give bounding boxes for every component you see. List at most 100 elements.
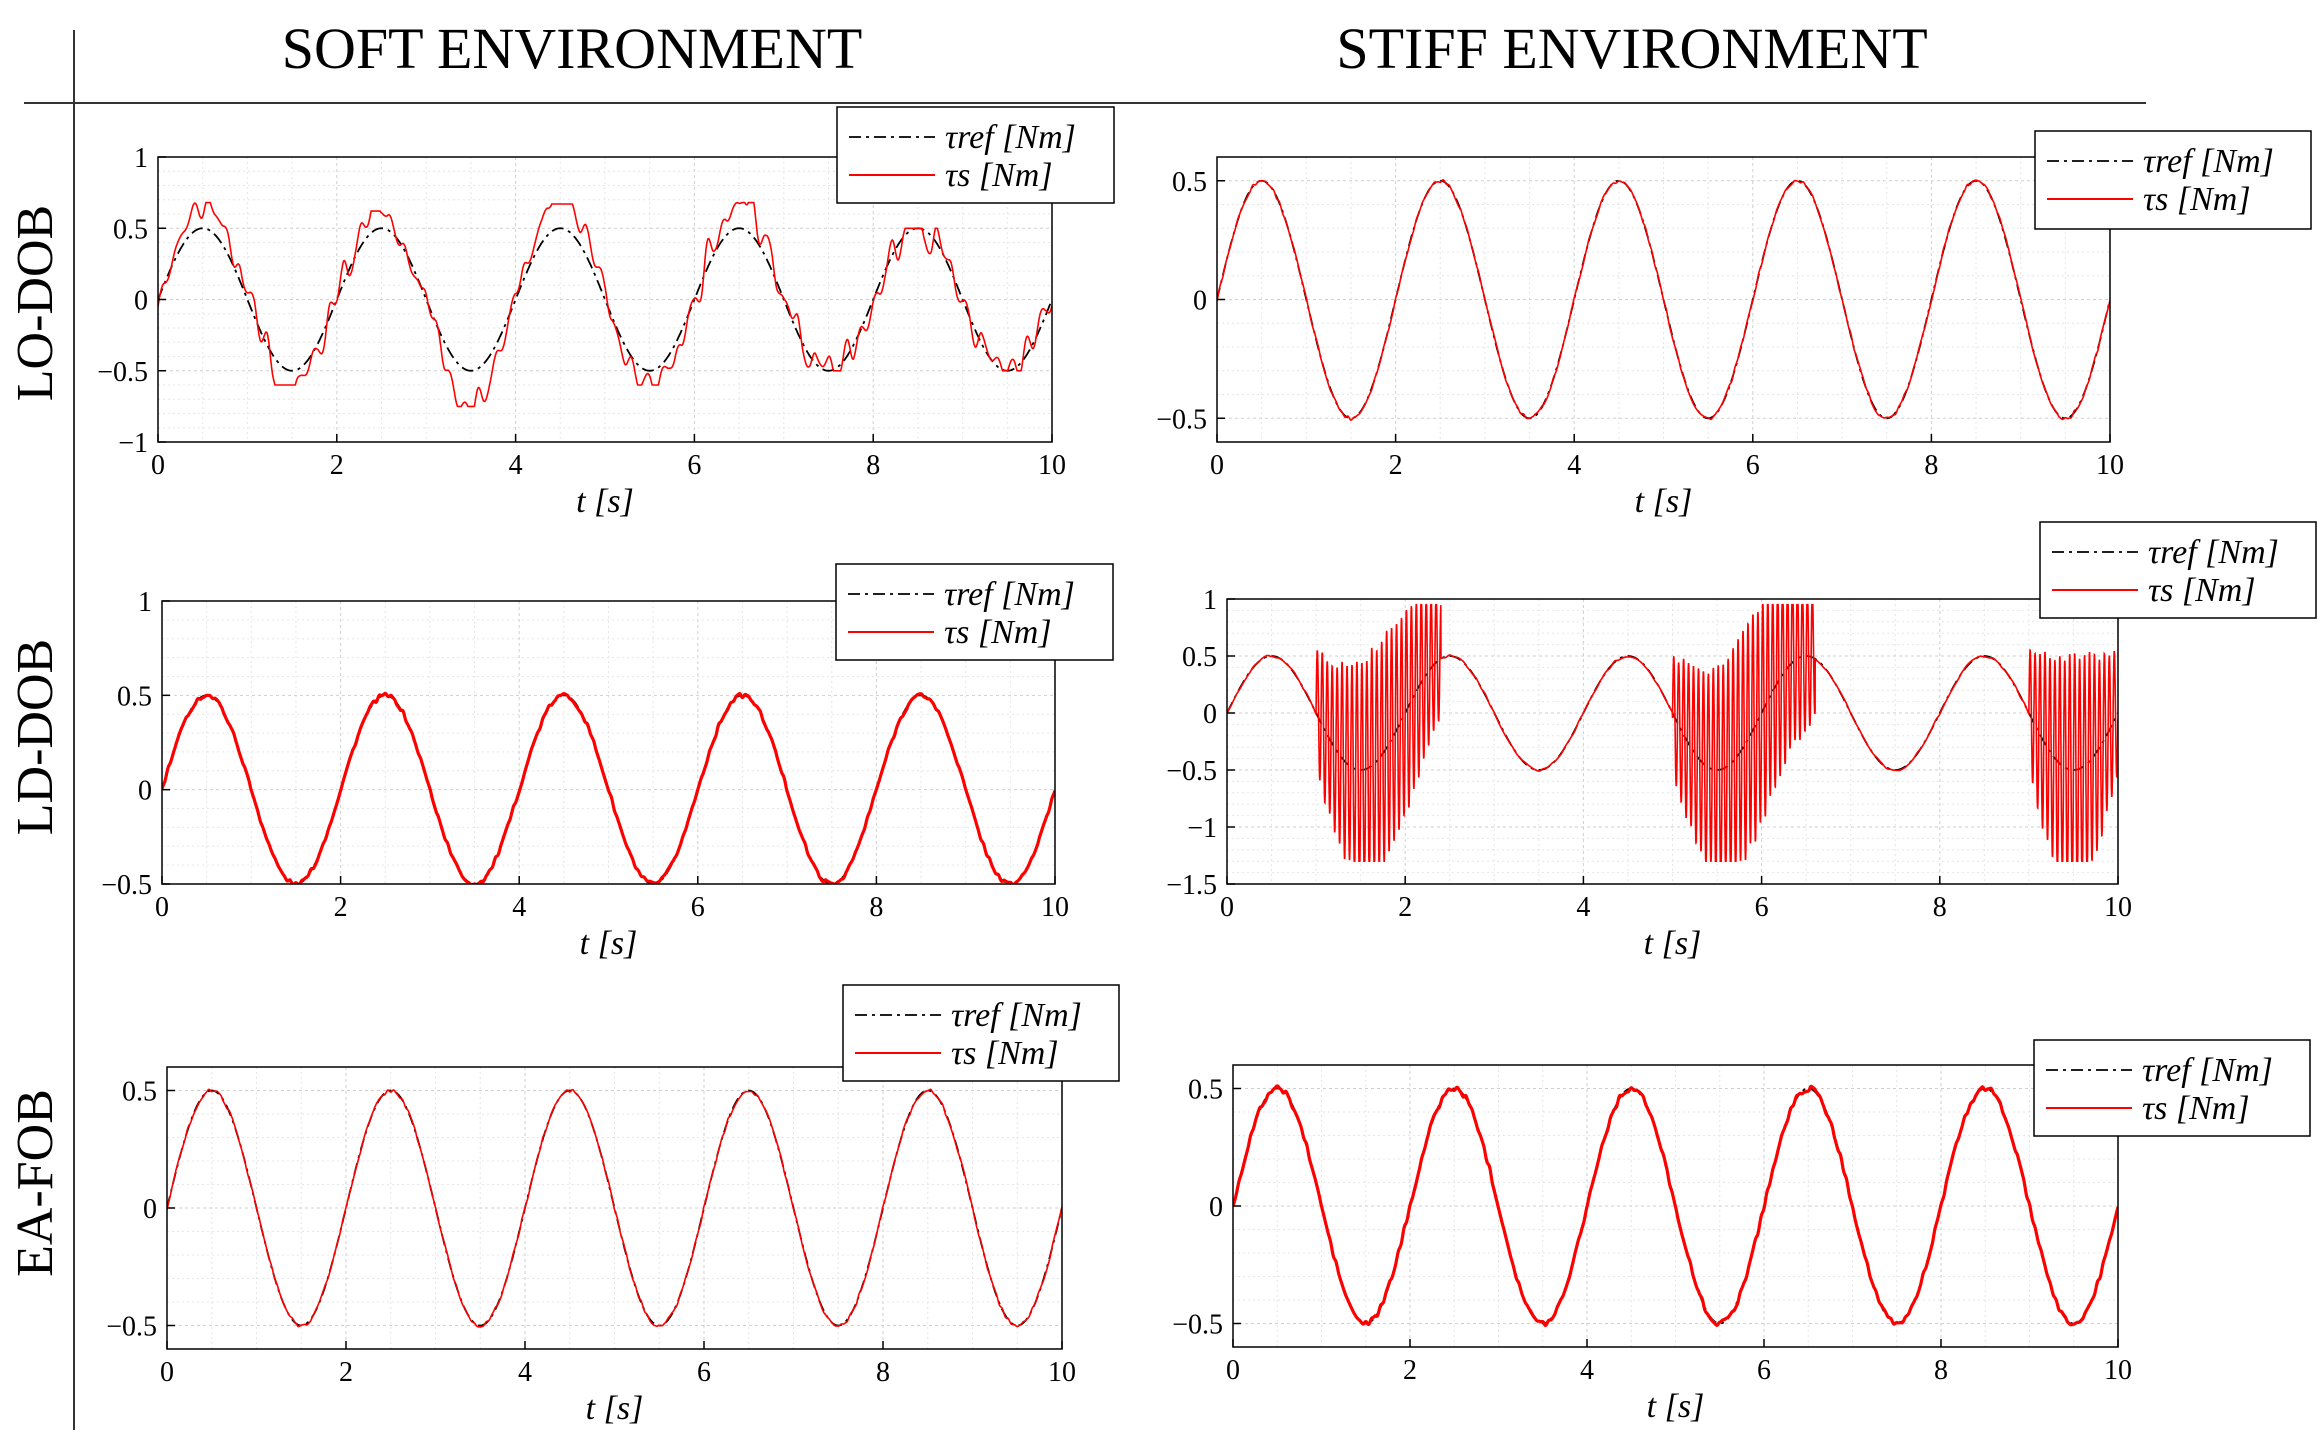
x-tick-label: 2 [1389,450,1403,481]
x-tick-label: 4 [1576,892,1590,923]
x-tick-label: 4 [509,450,523,481]
x-tick-label: 0 [1210,450,1224,481]
chart-panel: 0 2 4 6 8 10 −1.5 −1 −0.5 0 0.5 1 t [s] τref [Nm]τs [… [1166,521,2317,962]
x-tick-label: 4 [1567,450,1581,481]
y-tick-label: 0 [1209,1192,1223,1223]
series-line-measured [158,201,1052,408]
y-tick-label: −1 [1187,813,1217,844]
x-tick-label: 2 [334,892,348,923]
y-tick-label: 0.5 [1182,642,1217,673]
legend-label: τs [Nm] [951,1035,1059,1072]
y-tick-label: 1 [134,143,148,174]
legend-label: τs [Nm] [944,614,1052,651]
legend-box [2034,130,2312,230]
y-tick-label: 0 [1193,286,1207,317]
legend-label: τref [Nm] [944,576,1075,613]
chart-panel: 0 2 4 6 8 10−0.500.5t [s]τref [Nm]τs [Nm] [1172,1039,2311,1425]
x-tick-label: 4 [518,1357,532,1388]
x-axis-label: t [s] [580,925,638,962]
x-tick-label: 10 [1048,1357,1076,1388]
column-header-stiff: STIFF ENVIRONMENT [1336,16,1927,81]
legend-label: τs [Nm] [2148,572,2256,609]
chart-panel: 0 2 4 6 8 10−0.500.51t [s]τref [Nm]τs [Nm] [101,563,1114,962]
legend-box [2033,1039,2311,1137]
chart-panel: 0 2 4 6 8 10 −1 −0.5 0 0.5 1 t [s] τref [Nm]τs [Nm] [97,106,1115,520]
x-tick-label: 2 [1398,892,1412,923]
x-tick-label: 4 [512,892,526,923]
legend-label: τref [Nm] [2142,1052,2273,1089]
column-header-soft: SOFT ENVIRONMENT [282,16,863,81]
x-tick-label: 0 [1226,1355,1240,1386]
x-axis-label: t [s] [1635,483,1693,520]
x-axis-label: t [s] [1644,925,1702,962]
x-tick-label: 2 [330,450,344,481]
legend-box [835,563,1114,661]
y-tick-label: −1.5 [1166,870,1217,901]
chart-panels: 0 2 4 6 8 10−1−0.500.51t [s]τref [Nm]τs [Nm]0… [97,106,2317,1427]
series-line-measured [1217,178,2110,421]
x-tick-label: 0 [151,450,165,481]
y-tick-label: 0.5 [117,681,152,712]
y-tick-label: 0 [1203,699,1217,730]
legend-label: τs [Nm] [2143,181,2251,218]
x-tick-label: 2 [339,1357,353,1388]
y-tick-label: −0.5 [1172,1310,1223,1341]
y-tick-label: −0.5 [101,870,152,901]
x-tick-label: 0 [1220,892,1234,923]
y-tick-label: −0.5 [97,357,148,388]
x-tick-label: 10 [2096,450,2124,481]
x-axis-label: t [s] [1647,1388,1705,1425]
legend-label: τs [Nm] [2142,1090,2250,1127]
y-tick-label: 0 [138,776,152,807]
series-line-measured [1227,603,2118,862]
series-line-measured [162,691,1055,884]
x-tick-label: 10 [2104,1355,2132,1386]
x-tick-label: 10 [2104,892,2132,923]
y-tick-label: 0.5 [1172,167,1207,198]
y-tick-label: 0.5 [113,214,148,245]
x-tick-label: 10 [1041,892,1069,923]
legend-box [836,106,1115,204]
y-tick-label: 0 [134,286,148,317]
x-tick-label: 2 [1403,1355,1417,1386]
x-tick-label: 8 [869,892,883,923]
x-tick-label: 8 [1924,450,1938,481]
x-tick-label: 0 [160,1357,174,1388]
legend-label: τref [Nm] [951,997,1082,1034]
x-tick-label: 6 [1746,450,1760,481]
legend-label: τs [Nm] [945,157,1053,194]
chart-panel: 0 2 4 6 8 10−0.500.5t [s]τref [Nm]τs [Nm] [1156,130,2312,520]
x-tick-label: 6 [691,892,705,923]
x-tick-label: 8 [866,450,880,481]
x-tick-label: 0 [155,892,169,923]
legend-box [842,984,1120,1082]
legend-box [2039,521,2317,619]
y-tick-label: −0.5 [106,1312,157,1343]
axes-frame [161,600,1056,885]
x-tick-label: 6 [697,1357,711,1388]
legend-label: τref [Nm] [945,119,1076,156]
x-tick-label: 8 [1933,892,1947,923]
chart-panel: 0 2 4 6 8 10−0.500.5t [s]τref [Nm]τs [Nm] [106,984,1120,1427]
series-line-measured [167,1088,1062,1328]
legend-label: τref [Nm] [2143,143,2274,180]
y-tick-label: −0.5 [1166,756,1217,787]
legend-label: τref [Nm] [2148,534,2279,571]
row-header-ea-fob: EA-FOB [7,1089,64,1277]
x-tick-label: 6 [1755,892,1769,923]
y-tick-label: 0.5 [1188,1075,1223,1106]
x-tick-label: 10 [1038,450,1066,481]
y-tick-label: 1 [138,587,152,618]
x-axis-label: t [s] [586,1390,644,1427]
row-header-lo-dob: LO-DOB [7,205,64,401]
axes-frame [1226,598,2119,885]
series-line-measured [1233,1084,2118,1328]
x-tick-label: 4 [1580,1355,1594,1386]
y-tick-label: 0.5 [122,1077,157,1108]
y-tick-label: −0.5 [1156,404,1207,435]
y-tick-label: 1 [1203,585,1217,616]
row-header-ld-dob: LD-DOB [7,639,64,835]
x-tick-label: 8 [1934,1355,1948,1386]
x-tick-label: 6 [1757,1355,1771,1386]
